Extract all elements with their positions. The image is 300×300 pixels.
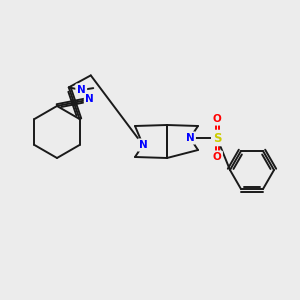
Text: N: N	[77, 85, 85, 95]
Text: O: O	[213, 114, 221, 124]
Text: N: N	[85, 94, 94, 104]
Text: N: N	[139, 140, 147, 150]
Text: N: N	[186, 133, 194, 143]
Text: O: O	[213, 152, 221, 162]
Text: S: S	[213, 131, 221, 145]
